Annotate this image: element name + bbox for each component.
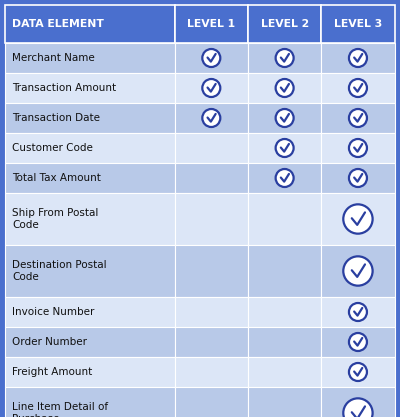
Bar: [175, 327, 248, 357]
Bar: [248, 297, 321, 327]
Circle shape: [343, 398, 373, 417]
Bar: [175, 5, 248, 43]
Bar: [175, 297, 248, 327]
Bar: [5, 357, 175, 387]
Bar: [248, 103, 321, 133]
Circle shape: [276, 169, 294, 187]
Circle shape: [276, 139, 294, 157]
Bar: [248, 73, 321, 103]
Bar: [175, 43, 248, 73]
Bar: [321, 327, 395, 357]
Bar: [321, 357, 395, 387]
Circle shape: [276, 79, 294, 97]
Bar: [5, 43, 175, 73]
Bar: [248, 193, 321, 245]
Circle shape: [276, 49, 294, 67]
Circle shape: [349, 169, 367, 187]
Text: Destination Postal
Code: Destination Postal Code: [12, 260, 107, 282]
Circle shape: [349, 363, 367, 381]
Circle shape: [202, 49, 220, 67]
Bar: [5, 245, 175, 297]
Bar: [175, 133, 248, 163]
Text: LEVEL 1: LEVEL 1: [187, 19, 235, 29]
Bar: [5, 103, 175, 133]
Text: DATA ELEMENT: DATA ELEMENT: [12, 19, 104, 29]
Bar: [321, 193, 395, 245]
Text: Merchant Name: Merchant Name: [12, 53, 95, 63]
Bar: [321, 133, 395, 163]
Text: Freight Amount: Freight Amount: [12, 367, 92, 377]
Text: Invoice Number: Invoice Number: [12, 307, 94, 317]
Text: Ship From Postal
Code: Ship From Postal Code: [12, 208, 98, 230]
Bar: [175, 163, 248, 193]
Circle shape: [343, 204, 373, 234]
Bar: [5, 193, 175, 245]
Text: LEVEL 2: LEVEL 2: [260, 19, 309, 29]
Circle shape: [349, 109, 367, 127]
Text: Total Tax Amount: Total Tax Amount: [12, 173, 101, 183]
Bar: [321, 73, 395, 103]
Bar: [248, 133, 321, 163]
Circle shape: [343, 256, 373, 286]
Bar: [175, 387, 248, 417]
Bar: [5, 297, 175, 327]
Text: Line Item Detail of
Purchase: Line Item Detail of Purchase: [12, 402, 108, 417]
Bar: [321, 43, 395, 73]
Bar: [321, 297, 395, 327]
Text: Transaction Amount: Transaction Amount: [12, 83, 116, 93]
Circle shape: [349, 303, 367, 321]
Bar: [248, 387, 321, 417]
Bar: [321, 5, 395, 43]
Circle shape: [202, 79, 220, 97]
Circle shape: [276, 109, 294, 127]
Bar: [5, 387, 175, 417]
Bar: [321, 163, 395, 193]
Circle shape: [349, 333, 367, 351]
Bar: [321, 387, 395, 417]
Bar: [248, 245, 321, 297]
Bar: [321, 103, 395, 133]
Bar: [248, 357, 321, 387]
Bar: [248, 43, 321, 73]
Bar: [248, 327, 321, 357]
Bar: [175, 103, 248, 133]
Bar: [175, 357, 248, 387]
Circle shape: [202, 109, 220, 127]
Circle shape: [349, 139, 367, 157]
Bar: [248, 5, 321, 43]
Text: Customer Code: Customer Code: [12, 143, 93, 153]
Text: Order Number: Order Number: [12, 337, 87, 347]
Bar: [175, 245, 248, 297]
Bar: [5, 327, 175, 357]
Bar: [5, 5, 175, 43]
Text: LEVEL 3: LEVEL 3: [334, 19, 382, 29]
Bar: [175, 73, 248, 103]
Bar: [248, 163, 321, 193]
Bar: [321, 245, 395, 297]
Circle shape: [349, 49, 367, 67]
Bar: [175, 193, 248, 245]
Bar: [5, 73, 175, 103]
Bar: [5, 163, 175, 193]
Bar: [5, 133, 175, 163]
Text: Transaction Date: Transaction Date: [12, 113, 100, 123]
Circle shape: [349, 79, 367, 97]
